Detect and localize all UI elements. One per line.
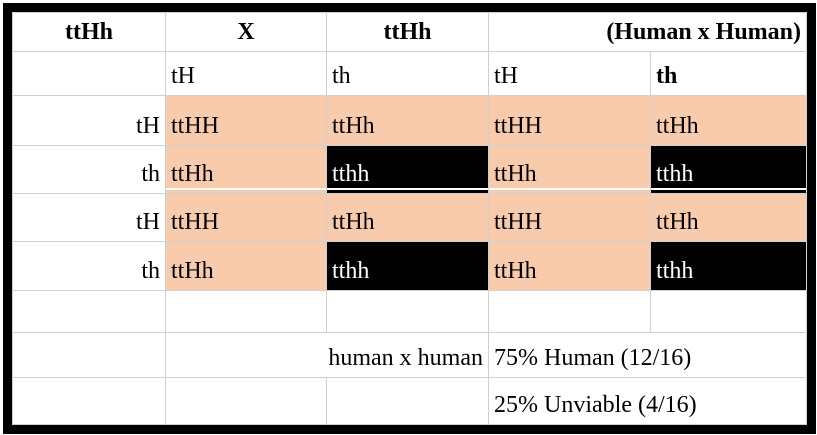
summary-row-1: human x human 75% Human (12/16) [12,332,808,378]
empty-cell[interactable] [649,290,808,333]
gamete-side-1[interactable]: tH [12,95,166,146]
punnett-row-1: tH ttHH ttHh ttHH ttHh [12,95,808,146]
summary-human-cell[interactable]: 75% Human (12/16) [487,332,808,378]
empty-cell[interactable] [12,377,166,425]
cell-parent-right[interactable]: ttHh [326,12,489,52]
punnett-cell-r2c2[interactable]: tthh [326,145,489,194]
punnett-table: ttHh X ttHh (Human x Human) tH th tH th … [12,12,808,425]
punnett-cell-r1c4[interactable]: ttHh [649,95,808,146]
punnett-cell-r2c1[interactable]: ttHh [165,145,327,194]
punnett-cell-r3c3[interactable]: ttHH [488,193,651,242]
punnett-cell-r2c3[interactable]: ttHh [488,145,651,194]
empty-cell[interactable] [165,290,327,333]
punnett-cell-r1c3[interactable]: ttHH [488,95,651,146]
empty-cell[interactable] [326,290,489,333]
cell-cross-symbol[interactable]: X [165,12,327,52]
punnett-cell-r4c4[interactable]: tthh [649,241,808,291]
header-row: ttHh X ttHh (Human x Human) [12,12,808,52]
empty-cell[interactable] [326,377,489,425]
gamete-top-1[interactable]: tH [165,51,327,96]
punnett-cell-r4c2[interactable]: tthh [326,241,489,291]
cell-cross-name[interactable]: (Human x Human) [487,12,808,52]
empty-cell[interactable] [12,290,166,333]
gamete-top-3[interactable]: tH [488,51,651,96]
punnett-row-2: th ttHh tthh ttHh tthh [12,145,808,194]
gamete-top-2[interactable]: th [326,51,489,96]
empty-cell[interactable] [165,377,327,425]
gamete-top-4[interactable]: th [649,51,808,96]
punnett-cell-r3c2[interactable]: ttHh [326,193,489,242]
top-gametes-row: tH th tH th [12,51,808,96]
gamete-side-4[interactable]: th [12,241,166,291]
punnett-row-4: th ttHh tthh ttHh tthh [12,241,808,291]
summary-unviable-cell[interactable]: 25% Unviable (4/16) [487,377,808,425]
punnett-cell-r1c2[interactable]: ttHh [326,95,489,146]
empty-cell[interactable] [488,290,651,333]
gamete-side-2[interactable]: th [12,145,166,194]
punnett-cell-r4c1[interactable]: ttHh [165,241,327,291]
punnett-cell-r3c4[interactable]: ttHh [649,193,808,242]
gamete-side-3[interactable]: tH [12,193,166,242]
punnett-cell-r2c4[interactable]: tthh [649,145,808,194]
cell-parent-left[interactable]: ttHh [12,12,166,52]
empty-cell[interactable] [12,332,166,378]
punnett-row-3: tH ttHH ttHh ttHH ttHh [12,193,808,242]
punnett-cell-r1c1[interactable]: ttHH [165,95,327,146]
punnett-cell-r4c3[interactable]: ttHh [488,241,651,291]
empty-cell[interactable] [12,51,166,96]
punnett-square-sheet: ttHh X ttHh (Human x Human) tH th tH th … [3,3,817,434]
summary-cross-cell[interactable]: human x human [165,332,489,378]
punnett-cell-r3c1[interactable]: ttHH [165,193,327,242]
summary-row-2: 25% Unviable (4/16) [12,377,808,425]
spacer-row [12,290,808,333]
